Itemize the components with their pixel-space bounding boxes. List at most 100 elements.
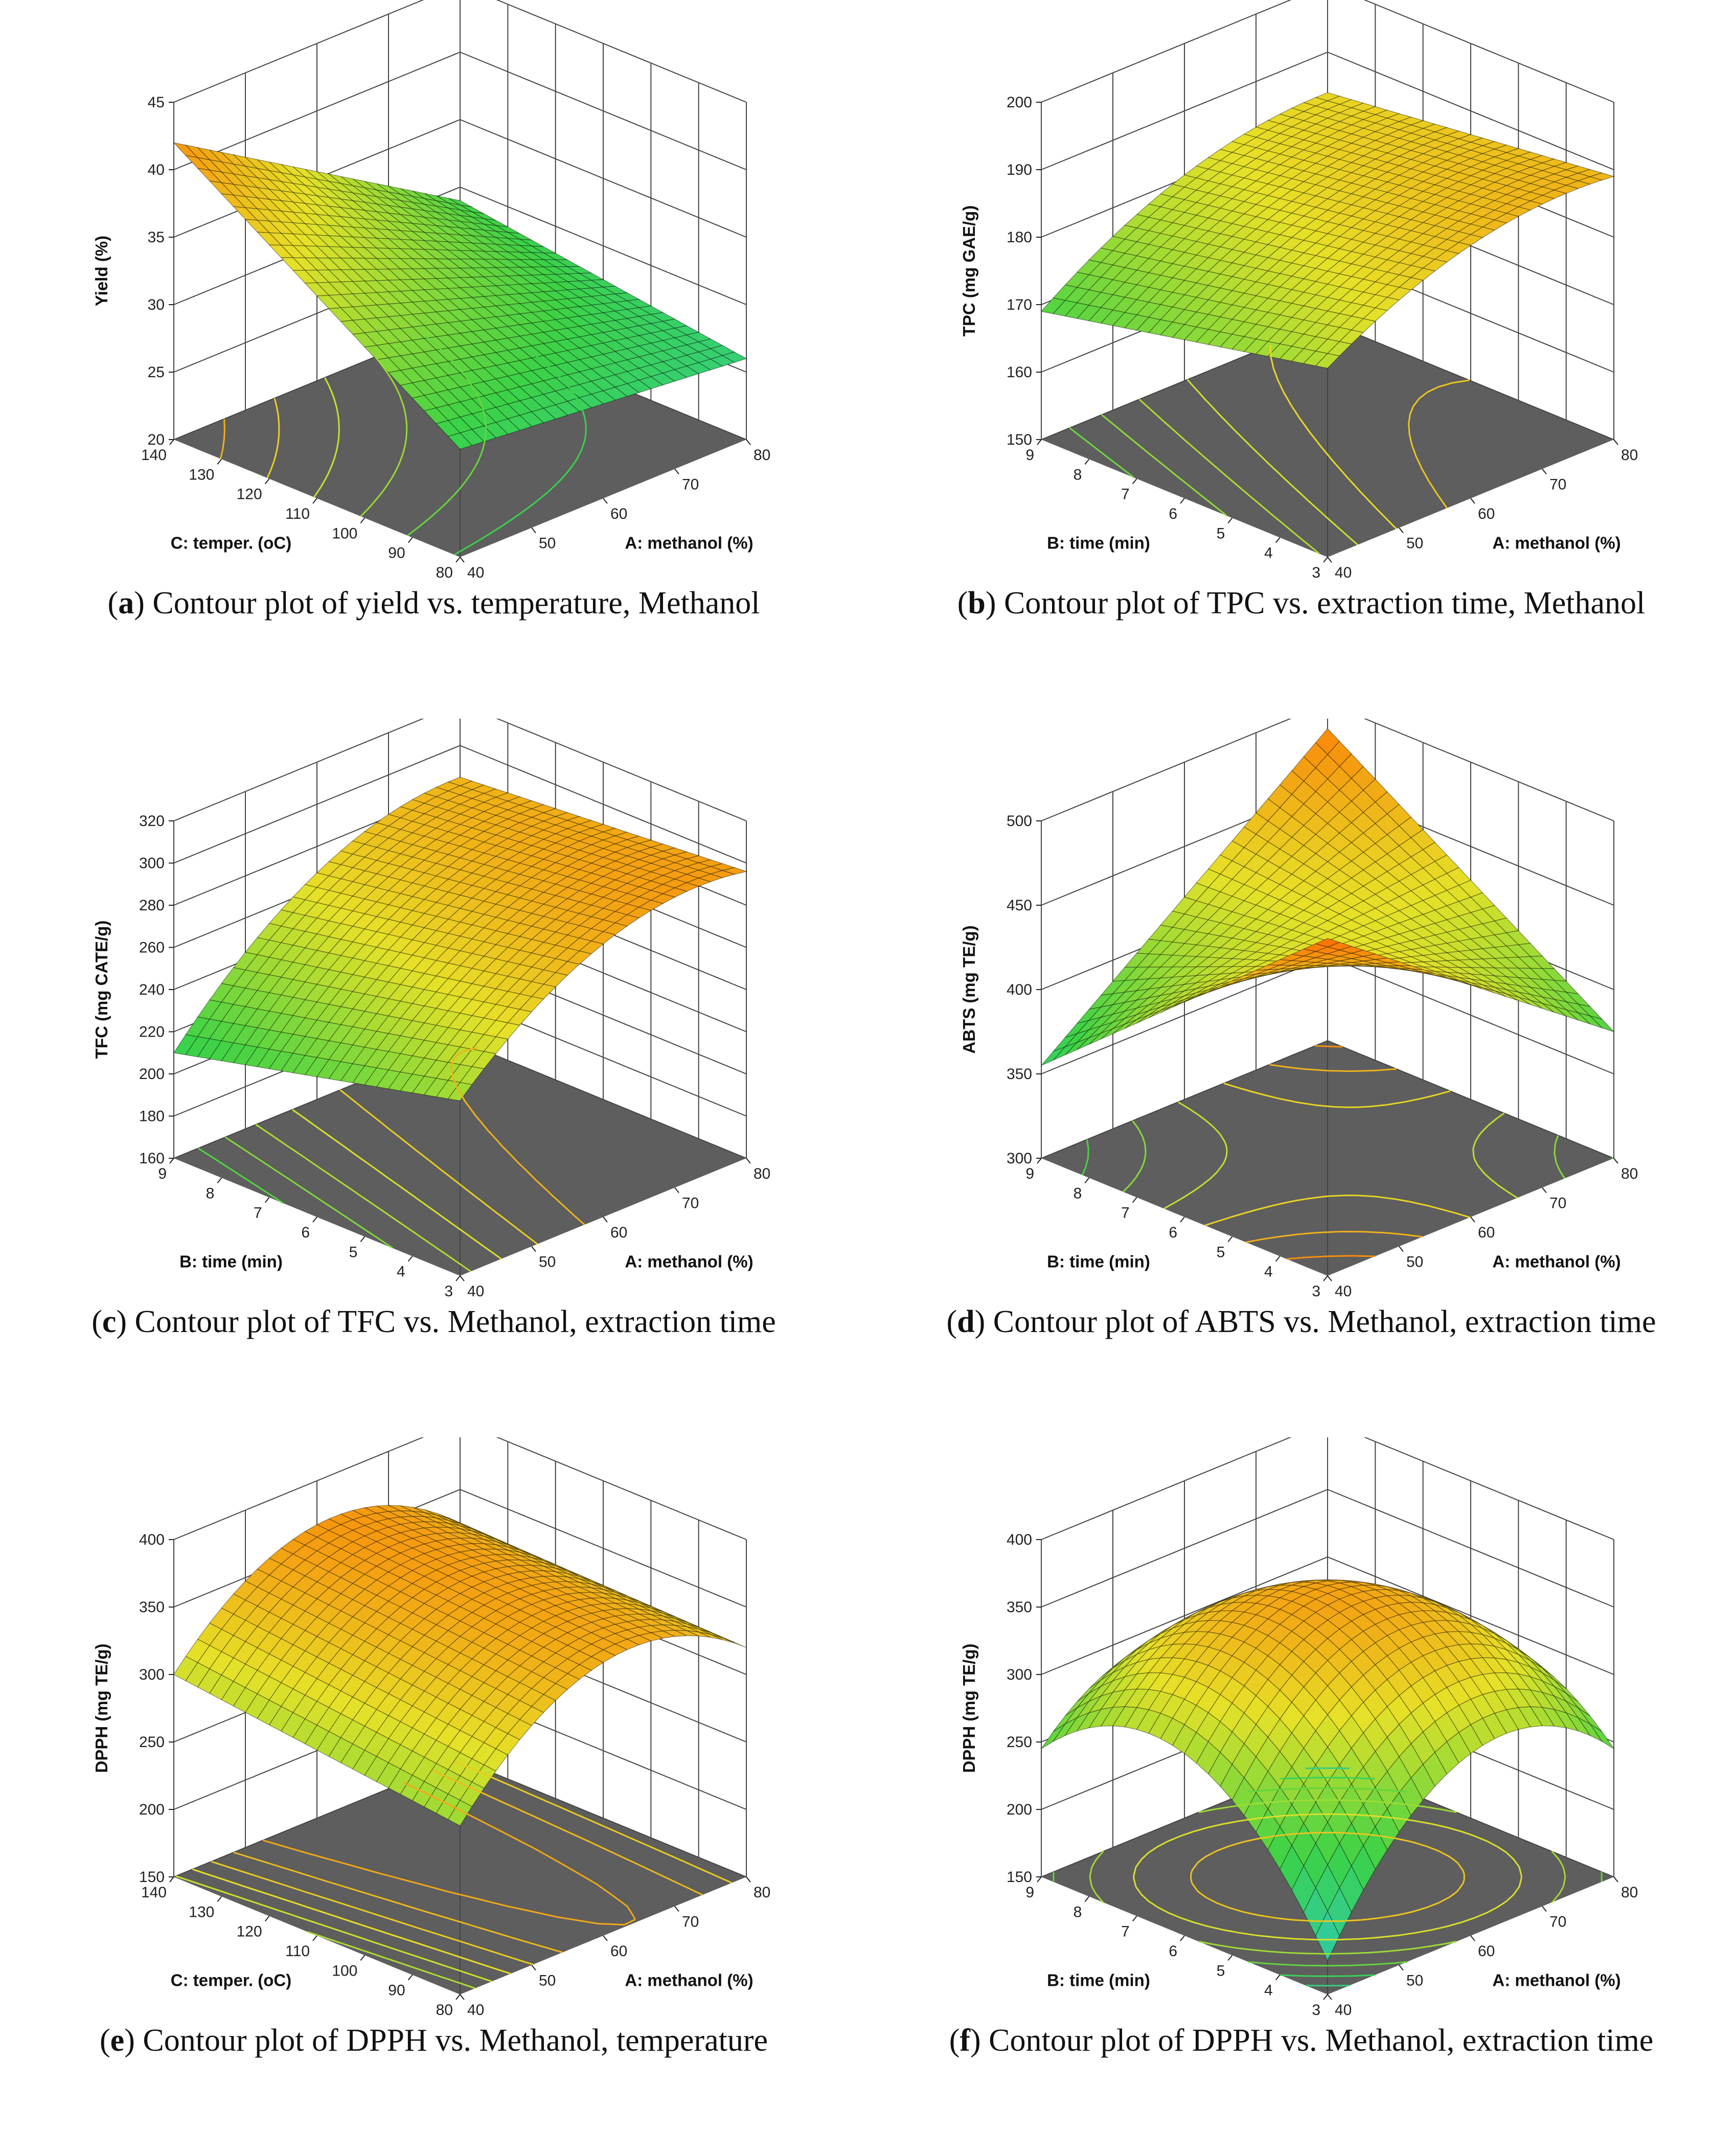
surface-patch (602, 302, 628, 312)
surface-patch (1172, 995, 1197, 1006)
x-tick-mark (1542, 1187, 1547, 1194)
y-tick-mark (1132, 1197, 1137, 1203)
surface-patch (1422, 861, 1448, 880)
surface-patch (388, 205, 414, 217)
caption-letter: f (960, 2023, 970, 2058)
z-tick-label: 30 (148, 296, 165, 313)
floor-contours (219, 335, 587, 556)
y-axis-title: B: time (min) (179, 1252, 283, 1271)
surface-patch (519, 996, 544, 1013)
surface-patch (1207, 331, 1233, 348)
surface-patch (1529, 155, 1556, 164)
wall-grid-line-z (1041, 1489, 1328, 1608)
floor-contours (197, 1047, 585, 1272)
surface-patch (400, 882, 425, 897)
y-tick-mark (407, 1256, 413, 1262)
surface-patch (1160, 991, 1185, 1002)
surface-patch (1077, 1025, 1102, 1043)
surface-patch (626, 859, 652, 869)
surface-patch (495, 1554, 520, 1561)
x-tick-mark (1470, 1935, 1475, 1941)
surface-patch (1541, 190, 1567, 199)
y-tick-label: 120 (237, 486, 262, 503)
surface-patch (1207, 302, 1233, 317)
surface-patch (1243, 136, 1269, 148)
surface-patch (698, 358, 723, 371)
x-tick-label: 70 (1549, 476, 1566, 493)
y-tick-label: 3 (1312, 2002, 1320, 2019)
wall-grid-line-z (1327, 956, 1614, 1074)
z-tick-label: 25 (148, 364, 165, 381)
surface-patch (1422, 842, 1448, 862)
z-tick-label: 190 (1007, 162, 1032, 178)
surface-patch (555, 856, 580, 867)
y-tick-label: 7 (1121, 486, 1130, 503)
surface-patch (567, 1569, 591, 1581)
surface-patch (1315, 1685, 1340, 1715)
surface-patch (1387, 961, 1411, 967)
surface-patch (1422, 1610, 1448, 1621)
surface-patch (674, 365, 700, 378)
wall-grid-line-z (173, 0, 424, 103)
surface-patch (1422, 895, 1448, 911)
surface-patch (412, 1652, 437, 1672)
y-tick-mark (217, 458, 222, 465)
surface-patch (268, 1682, 294, 1707)
surface-patch (1470, 1624, 1495, 1639)
surface-patch (590, 919, 616, 932)
x-tick-mark (603, 1935, 608, 1941)
surface-patch (531, 1561, 556, 1569)
y-tick-label: 8 (1074, 1185, 1082, 1202)
wall-grid-line-z (1041, 1437, 1292, 1540)
surface-patch (1493, 145, 1520, 153)
x-tick-label: 60 (610, 506, 627, 522)
surface-patch (257, 1700, 282, 1726)
surface-patch (638, 1632, 664, 1642)
surface-patch (1493, 967, 1520, 978)
surface-patch (280, 211, 306, 224)
surface-patch (1565, 180, 1591, 189)
surface-patch (566, 1592, 592, 1600)
surface-patch (1351, 960, 1376, 965)
surface-patch (1458, 981, 1483, 990)
surface-patch (340, 942, 366, 959)
surface-patch (1542, 1680, 1567, 1702)
caption-text: Contour plot of yield vs. temperature, M… (152, 586, 760, 621)
surface-patch (1208, 983, 1232, 992)
surface-patch (1279, 189, 1305, 202)
surface-patch (663, 1630, 687, 1637)
y-tick-mark (264, 1916, 270, 1922)
surface-patch (661, 870, 688, 880)
surface-patch (1529, 968, 1555, 981)
y-tick-mark (1132, 1916, 1137, 1922)
x-tick-mark (1470, 1217, 1475, 1223)
x-axis-title: A: methanol (%) (1492, 534, 1620, 553)
x-tick-mark (1542, 1906, 1547, 1912)
surface-patch (1422, 1620, 1448, 1635)
surface-patch (555, 1632, 580, 1646)
surface-patch (1458, 203, 1483, 215)
caption-letter: c (102, 1304, 117, 1339)
surface-patch (555, 317, 580, 329)
surface-patch (1422, 909, 1448, 924)
surface-patch (602, 386, 628, 401)
surface-patch (1506, 1640, 1531, 1658)
y-tick-mark (217, 1177, 222, 1183)
surface-patch (709, 870, 736, 878)
y-tick-mark (169, 1876, 174, 1883)
surface-patch (220, 193, 246, 209)
caption: (b) Contour plot of TPC vs. extraction t… (957, 586, 1646, 621)
surface-patch (626, 907, 652, 919)
surface-patch (638, 1609, 663, 1617)
z-tick-label: 150 (139, 1869, 165, 1886)
surface-patch (1254, 953, 1281, 961)
y-tick-mark (360, 1236, 366, 1242)
surface-patch (1433, 960, 1459, 968)
x-tick-label: 50 (539, 535, 556, 552)
y-tick-mark (1323, 557, 1328, 563)
surface-patch (197, 1668, 222, 1694)
surface-patch (555, 898, 580, 911)
surface-patch (590, 839, 617, 849)
surface-patch (1542, 1003, 1567, 1017)
